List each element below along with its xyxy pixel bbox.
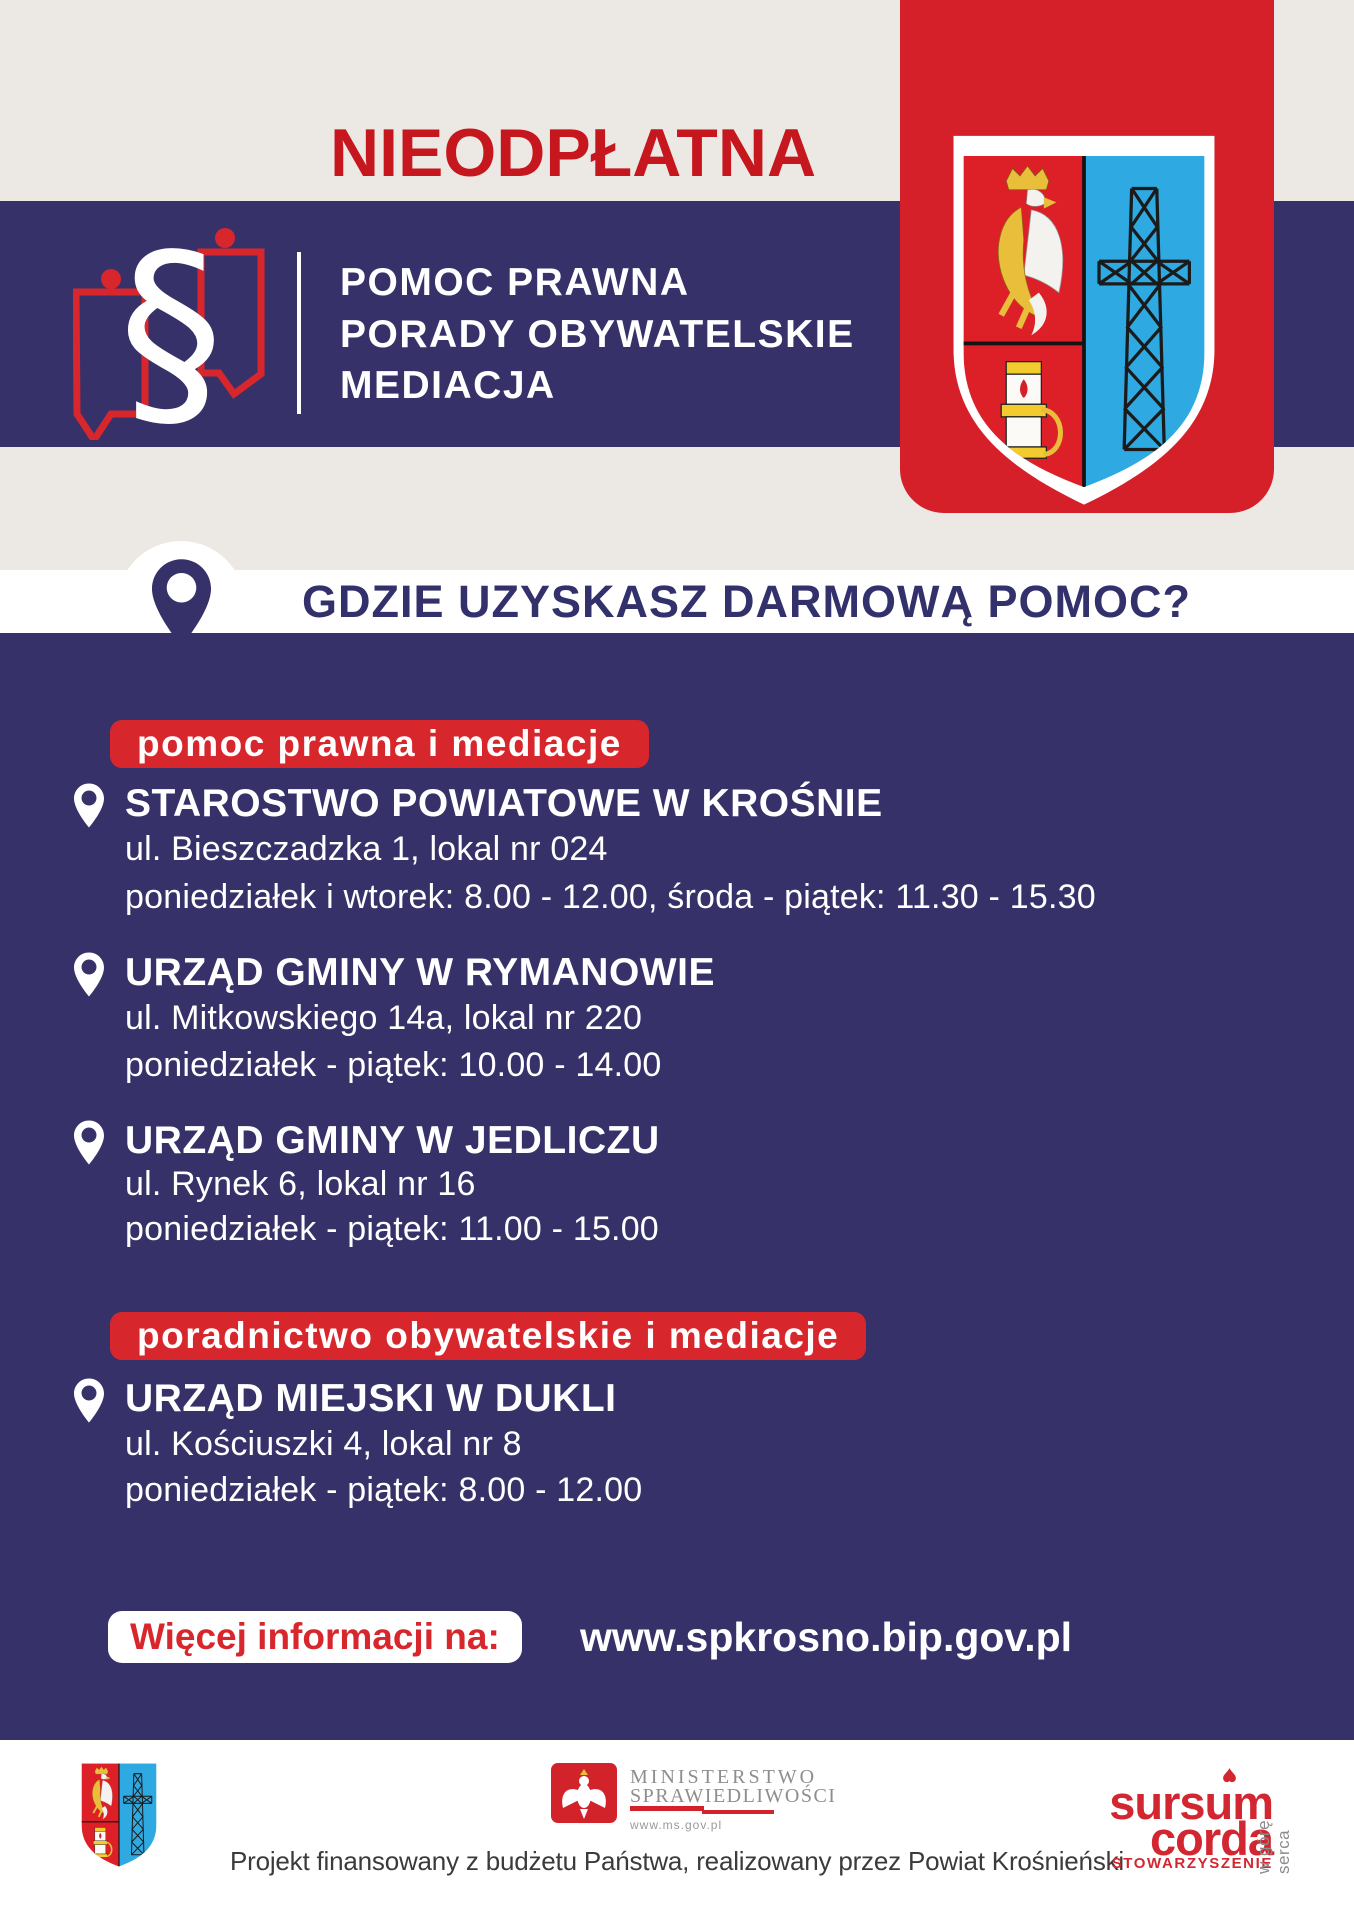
page-title: NIEODPŁATNA	[330, 115, 817, 191]
section-sign-glyph: §	[119, 226, 224, 440]
location-address: ul. Bieszczadzka 1, lokal nr 024	[125, 830, 608, 868]
powiat-krosno-coat-of-arms	[953, 135, 1215, 505]
footer: MINISTERSTWO SPRAWIEDLIWOŚCI www.ms.gov.…	[0, 1740, 1354, 1920]
location-address: ul. Rynek 6, lokal nr 16	[125, 1165, 476, 1203]
service-item: POMOC PRAWNA	[340, 261, 690, 304]
where-heading: GDZIE UZYSKASZ DARMOWĄ POMOC?	[302, 576, 1191, 627]
service-item: PORADY OBYWATELSKIE	[340, 312, 855, 356]
ministry-name-line2: SPRAWIEDLIWOŚCI	[630, 1785, 837, 1807]
location-address: ul. Kościuszki 4, lokal nr 8	[125, 1425, 522, 1463]
location-pin-icon	[74, 783, 104, 828]
more-info-url: www.spkrosno.bip.gov.pl	[580, 1614, 1073, 1660]
location-address: ul. Mitkowskiego 14a, lokal nr 220	[125, 999, 643, 1037]
location-pin-icon	[74, 1378, 104, 1423]
sursum-corda-subtitle: STOWARZYSZENIE	[1111, 1855, 1273, 1872]
white-eagle-icon	[562, 1769, 606, 1819]
location-hours: poniedziałek i wtorek: 8.00 - 12.00, śro…	[125, 878, 1096, 916]
ministry-red-bar	[702, 1810, 774, 1814]
ministry-of-justice-logo	[551, 1763, 617, 1823]
locations-section	[0, 633, 1354, 1740]
location-name: STAROSTWO POWIATOWE W KROŚNIE	[125, 782, 883, 825]
sursum-corda-tagline: w górę serca	[1254, 1819, 1293, 1874]
section-label-civic-advice: poradnictwo obywatelskie i mediacje	[110, 1312, 867, 1360]
section-label-legal-aid: pomoc prawna i mediacje	[110, 720, 649, 768]
ministry-website: www.ms.gov.pl	[630, 1818, 723, 1832]
ministry-name-line1: MINISTERSTWO	[630, 1766, 818, 1788]
location-hours: poniedziałek - piątek: 10.00 - 14.00	[125, 1046, 662, 1084]
location-hours: poniedziałek - piątek: 11.00 - 15.00	[125, 1210, 659, 1248]
funding-note: Projekt finansowany z budżetu Państwa, r…	[229, 1846, 1124, 1876]
location-name: URZĄD GMINY W JEDLICZU	[125, 1119, 660, 1162]
ministry-red-bar	[630, 1806, 704, 1811]
paragraph-dialog-logo-icon: §	[73, 226, 265, 440]
sursum-corda-logo-word2: corda	[1150, 1812, 1274, 1865]
vertical-divider	[297, 252, 301, 414]
location-pin-icon	[74, 1120, 104, 1165]
location-name: URZĄD MIEJSKI W DUKLI	[125, 1377, 617, 1420]
location-pin-icon	[74, 952, 104, 997]
location-hours: poniedziałek - piątek: 8.00 - 12.00	[125, 1471, 643, 1509]
location-name: URZĄD GMINY W RYMANOWIE	[125, 951, 715, 994]
service-item: MEDIACJA	[340, 364, 556, 407]
heart-icon	[1223, 1768, 1236, 1783]
services-list: POMOC PRAWNA PORADY OBYWATELSKIE MEDIACJ…	[340, 257, 855, 412]
more-info-label: Więcej informacji na:	[108, 1611, 522, 1663]
sursum-corda-logo-word1: sursum	[1109, 1776, 1274, 1829]
